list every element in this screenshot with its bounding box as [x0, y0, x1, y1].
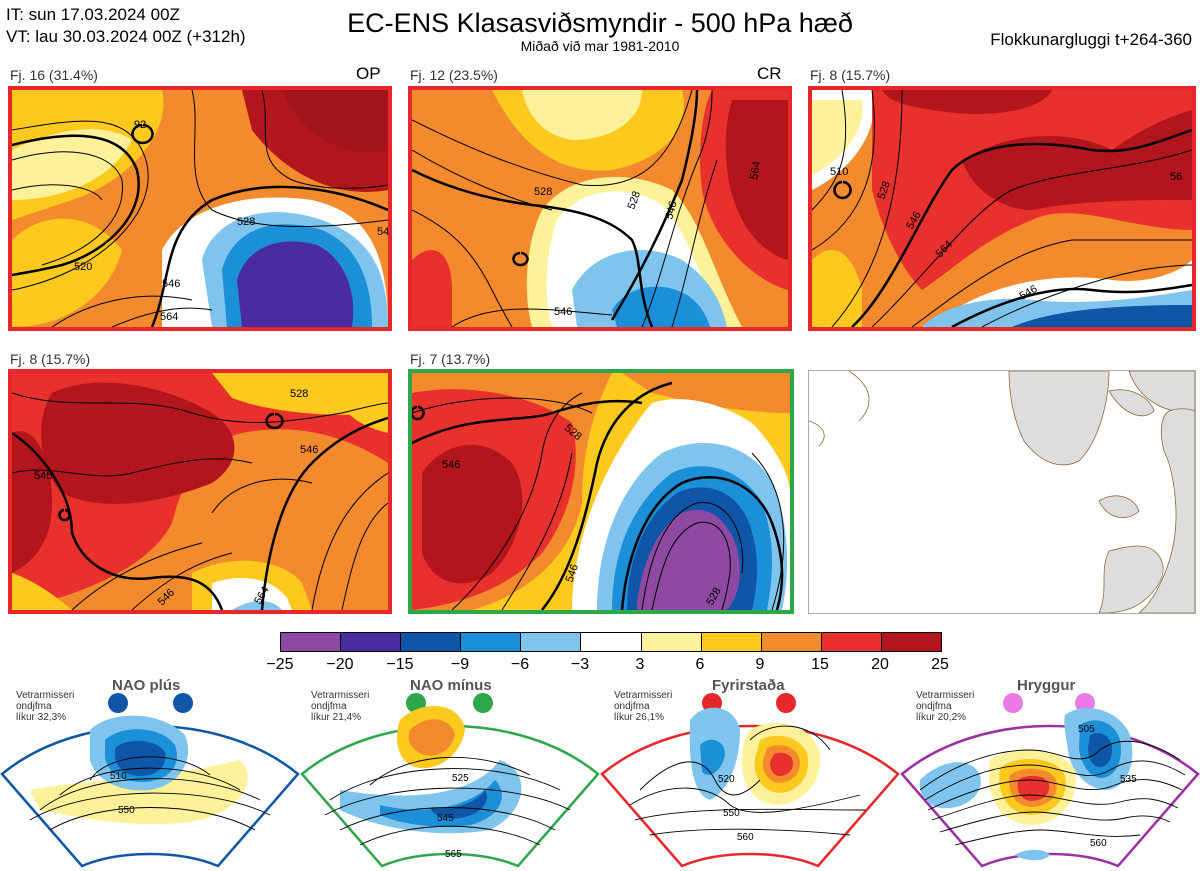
- page-title: EC-ENS Klasasviðsmyndir - 500 hPa hæð: [347, 8, 853, 38]
- svg-text:560: 560: [1090, 838, 1107, 849]
- regime-3-name: Fyrirstaða: [712, 677, 785, 694]
- panel-2-label: Fj. 12 (23.5%): [410, 67, 498, 83]
- colorbar-tick: −3: [570, 656, 590, 673]
- svg-text:92: 92: [134, 119, 146, 131]
- svg-text:535: 535: [1120, 774, 1137, 785]
- cluster-map-panel-5: 546 546 528 528: [408, 369, 794, 614]
- regime-4-map: 505 535 560: [900, 693, 1200, 868]
- base-map-panel: [808, 370, 1196, 614]
- colorbar-bin: [821, 633, 882, 651]
- regime-3-map: 520 550 560: [600, 693, 900, 868]
- svg-text:564: 564: [748, 160, 763, 180]
- regime-3-note: Vetrarmisseri ondjfma líkur 26,1%: [614, 690, 673, 723]
- svg-text:528: 528: [290, 388, 308, 400]
- panel-2-tag: CR: [757, 64, 782, 83]
- svg-text:546: 546: [663, 200, 679, 221]
- svg-text:550: 550: [723, 808, 740, 819]
- colorbar-tick: 6: [695, 656, 705, 673]
- svg-text:545: 545: [34, 470, 52, 482]
- colorbar-bin: [881, 633, 942, 651]
- colorbar-bin: [461, 633, 522, 651]
- regime-1-map: 510 550: [0, 693, 300, 868]
- classification-window: Flokkunargluggi t+264-360: [990, 30, 1192, 49]
- colorbar-tick: 25: [931, 656, 949, 673]
- colorbar-bin: [281, 633, 342, 651]
- colorbar-bin: [581, 633, 642, 651]
- svg-text:546: 546: [377, 226, 388, 238]
- colorbar-tick: −25: [266, 656, 294, 673]
- svg-text:560: 560: [737, 832, 754, 843]
- cluster-map-panel-2: 528 528 546 564 546: [408, 86, 792, 331]
- regime-2-name: NAO mínus: [410, 677, 492, 694]
- svg-text:520: 520: [718, 774, 735, 785]
- colorbar-bin: [341, 633, 402, 651]
- colorbar-tick: −9: [450, 656, 470, 673]
- svg-text:546: 546: [554, 306, 572, 318]
- init-time-info: IT: sun 17.03.2024 00Z VT: lau 30.03.202…: [6, 4, 246, 48]
- svg-text:510: 510: [830, 166, 848, 178]
- colorbar-tick: −6: [510, 656, 530, 673]
- colorbar-tick: 20: [871, 656, 889, 673]
- panel-4-label: Fj. 8 (15.7%): [10, 351, 91, 367]
- regime-2-note: Vetrarmisseri ondjfma líkur 21,4%: [311, 690, 370, 723]
- svg-text:528: 528: [876, 180, 894, 201]
- svg-text:525: 525: [452, 773, 469, 784]
- cluster-map-panel-3: 510 528 546 564 546 56: [808, 86, 1196, 331]
- svg-text:520: 520: [74, 261, 92, 273]
- svg-text:546: 546: [564, 563, 582, 584]
- svg-text:564: 564: [160, 311, 178, 323]
- colorbar: [280, 632, 942, 652]
- panel-1-label: Fj. 16 (31.4%): [10, 67, 98, 83]
- regime-2-map: 525 545 565: [300, 693, 600, 868]
- panel-5-label: Fj. 7 (13.7%): [410, 351, 491, 367]
- colorbar-tick: −20: [326, 656, 354, 673]
- colorbar-bin: [401, 633, 462, 651]
- svg-text:546: 546: [162, 278, 180, 290]
- svg-text:565: 565: [445, 849, 462, 860]
- svg-text:546: 546: [300, 444, 318, 456]
- svg-text:528: 528: [534, 186, 552, 198]
- cluster-map-panel-1: 520 546 564 528 546 92: [8, 86, 392, 331]
- regime-4-note: Vetrarmisseri ondjfma líkur 20,2%: [916, 690, 975, 723]
- colorbar-tick: −15: [386, 656, 414, 673]
- cluster-map-panel-4: 545 528 546 546 564: [8, 369, 392, 614]
- colorbar-tick: 15: [811, 656, 829, 673]
- colorbar-bin: [761, 633, 822, 651]
- svg-text:56: 56: [1170, 171, 1182, 183]
- regime-1-note: Vetrarmisseri ondjfma líkur 32,3%: [16, 690, 75, 723]
- panel-1-tag: OP: [356, 64, 381, 83]
- panel-3-label: Fj. 8 (15.7%): [810, 67, 891, 83]
- svg-text:546: 546: [442, 459, 460, 471]
- svg-text:545: 545: [437, 813, 454, 824]
- svg-text:510: 510: [110, 771, 127, 782]
- regime-1-name: NAO plús: [112, 677, 181, 694]
- colorbar-bin: [521, 633, 582, 651]
- colorbar-tick: 9: [755, 656, 765, 673]
- colorbar-tick: 3: [635, 656, 645, 673]
- regime-4-name: Hryggur: [1017, 677, 1076, 694]
- svg-text:528: 528: [626, 190, 644, 211]
- page-subtitle: Miðað við mar 1981-2010: [520, 38, 680, 54]
- svg-text:528: 528: [237, 216, 255, 228]
- valid-time: VT: lau 30.03.2024 00Z (+312h): [6, 27, 246, 46]
- svg-text:505: 505: [1078, 724, 1095, 735]
- colorbar-bin: [641, 633, 702, 651]
- colorbar-bin: [701, 633, 762, 651]
- svg-text:550: 550: [118, 805, 135, 816]
- init-time: IT: sun 17.03.2024 00Z: [6, 5, 180, 24]
